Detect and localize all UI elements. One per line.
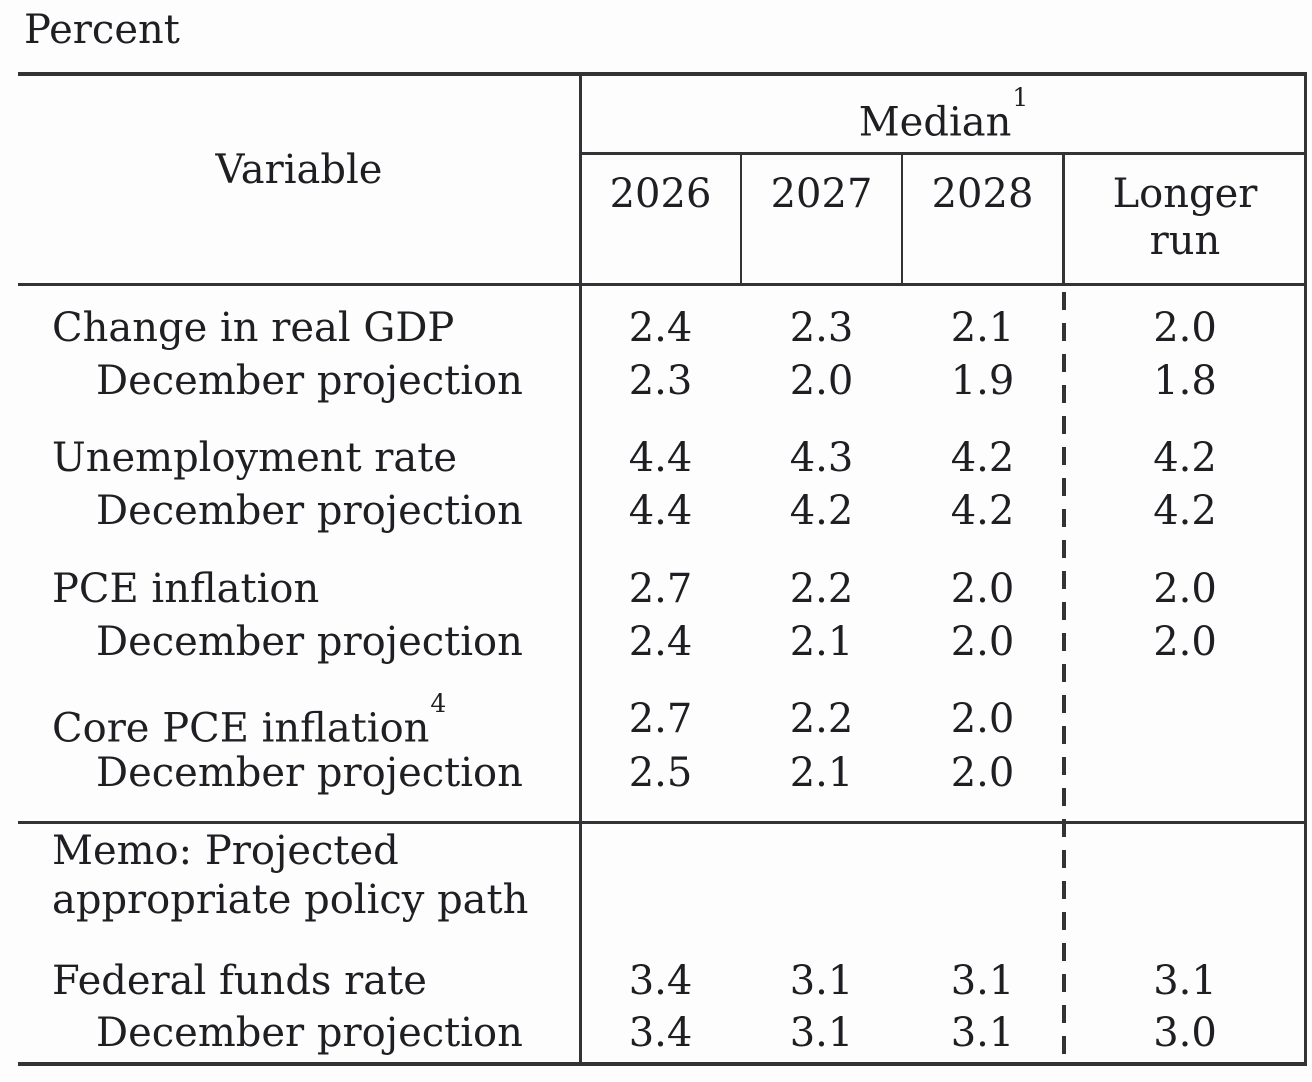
row-label: December projection (96, 750, 523, 796)
value-2028: 2.0 (950, 750, 1015, 796)
bottom-rule (18, 1062, 1307, 1066)
row-label: Core PCE inflation4 (52, 689, 447, 752)
value-2026: 2.3 (628, 358, 693, 404)
year-header-2028: 2028 (931, 171, 1034, 217)
value-longer-run: 4.2 (1153, 488, 1217, 534)
table-row-real-gdp: Change in real GDP 2.4 2.3 2.1 2.0 (18, 302, 1307, 354)
row-label: December projection (96, 488, 523, 534)
row-label: December projection (96, 619, 523, 665)
value-2028: 4.2 (950, 488, 1015, 534)
value-2026: 4.4 (628, 488, 693, 534)
value-2026: 2.4 (628, 305, 693, 351)
value-2026: 2.5 (628, 750, 693, 796)
median-label: Median (858, 99, 1012, 146)
longer-run-dashed-divider (1062, 292, 1066, 1062)
row-label: Memo: Projected appropriate policy path (52, 828, 529, 923)
value-2026: 3.4 (628, 958, 693, 1004)
header-divider-2026-2027 (740, 152, 742, 286)
table-row-pce-inflation: PCE inflation 2.7 2.2 2.0 2.0 (18, 563, 1307, 615)
top-rule (18, 72, 1307, 76)
value-2027 (741, 827, 902, 925)
value-2026: 2.7 (628, 696, 693, 742)
value-longer-run: 4.2 (1153, 435, 1217, 481)
value-2027: 2.1 (789, 750, 854, 796)
table-row-memo: Memo: Projected appropriate policy path (18, 827, 1307, 925)
value-2027: 2.0 (789, 358, 854, 404)
year-header-2027: 2027 (770, 171, 873, 217)
value-longer-run (1063, 693, 1307, 745)
value-longer-run: 2.0 (1153, 305, 1217, 351)
row-label: Federal funds rate (52, 958, 427, 1004)
row-label: Unemployment rate (52, 435, 458, 481)
year-header-2026: 2026 (609, 171, 712, 217)
memo-separator-rule (18, 821, 1307, 824)
row-label: Change in real GDP (52, 305, 455, 351)
value-longer-run (1063, 747, 1307, 799)
right-border-rule (1304, 72, 1307, 1066)
table-row-core-pce-december: December projection 2.5 2.1 2.0 (18, 747, 1307, 799)
value-2026 (580, 827, 741, 925)
row-label: December projection (96, 358, 523, 404)
header-bottom-rule (18, 283, 1307, 286)
value-2028: 3.1 (950, 1010, 1015, 1056)
value-2026: 3.4 (628, 1010, 693, 1056)
value-2028: 1.9 (950, 358, 1015, 404)
header-divider-longer-run (1062, 152, 1065, 286)
value-2028: 2.1 (950, 305, 1015, 351)
row-label: PCE inflation (52, 566, 320, 612)
longer-run-header: Longer run (1063, 155, 1307, 286)
table-row-unemployment-december: December projection 4.4 4.2 4.2 4.2 (18, 485, 1307, 537)
median-group-header: Median1 (580, 74, 1307, 152)
value-2026: 4.4 (628, 435, 693, 481)
value-2027: 2.2 (789, 696, 854, 742)
table-row-unemployment: Unemployment rate 4.4 4.3 4.2 4.2 (18, 432, 1307, 484)
value-2028: 2.0 (950, 696, 1015, 742)
value-2028 (902, 827, 1063, 925)
value-2028: 4.2 (950, 435, 1015, 481)
value-2028: 2.0 (950, 619, 1015, 665)
table-row-pce-inflation-december: December projection 2.4 2.1 2.0 2.0 (18, 616, 1307, 668)
value-2026: 2.7 (628, 566, 693, 612)
value-2027: 3.1 (789, 1010, 854, 1056)
value-longer-run: 2.0 (1153, 566, 1217, 612)
value-2027: 4.2 (789, 488, 854, 534)
value-2028: 2.0 (950, 566, 1015, 612)
variable-divider-rule (579, 72, 582, 1066)
value-2026: 2.4 (628, 619, 693, 665)
header-divider-2027-2028 (901, 152, 903, 286)
value-2027: 3.1 (789, 958, 854, 1004)
value-longer-run: 3.0 (1153, 1010, 1217, 1056)
value-2027: 4.3 (789, 435, 854, 481)
value-longer-run (1063, 827, 1307, 925)
value-2028: 3.1 (950, 958, 1015, 1004)
median-underline-rule (580, 152, 1307, 155)
unit-label: Percent (24, 7, 180, 53)
value-2027: 2.3 (789, 305, 854, 351)
value-2027: 2.1 (789, 619, 854, 665)
variable-column-header: Variable (215, 146, 383, 193)
core-pce-footnote-marker: 4 (430, 689, 447, 718)
value-2027: 2.2 (789, 566, 854, 612)
row-label: December projection (96, 1010, 523, 1056)
table-row-federal-funds-december: December projection 3.4 3.1 3.1 3.0 (18, 1007, 1307, 1059)
table-row-core-pce-inflation: Core PCE inflation4 2.7 2.2 2.0 (18, 689, 1307, 752)
table-row-federal-funds-rate: Federal funds rate 3.4 3.1 3.1 3.1 (18, 955, 1307, 1007)
table-row-real-gdp-december: December projection 2.3 2.0 1.9 1.8 (18, 355, 1307, 407)
longer-run-label: Longer run (1112, 171, 1258, 264)
value-longer-run: 1.8 (1153, 358, 1217, 404)
value-longer-run: 3.1 (1153, 958, 1217, 1004)
median-footnote-marker: 1 (1012, 83, 1029, 112)
value-longer-run: 2.0 (1153, 619, 1217, 665)
